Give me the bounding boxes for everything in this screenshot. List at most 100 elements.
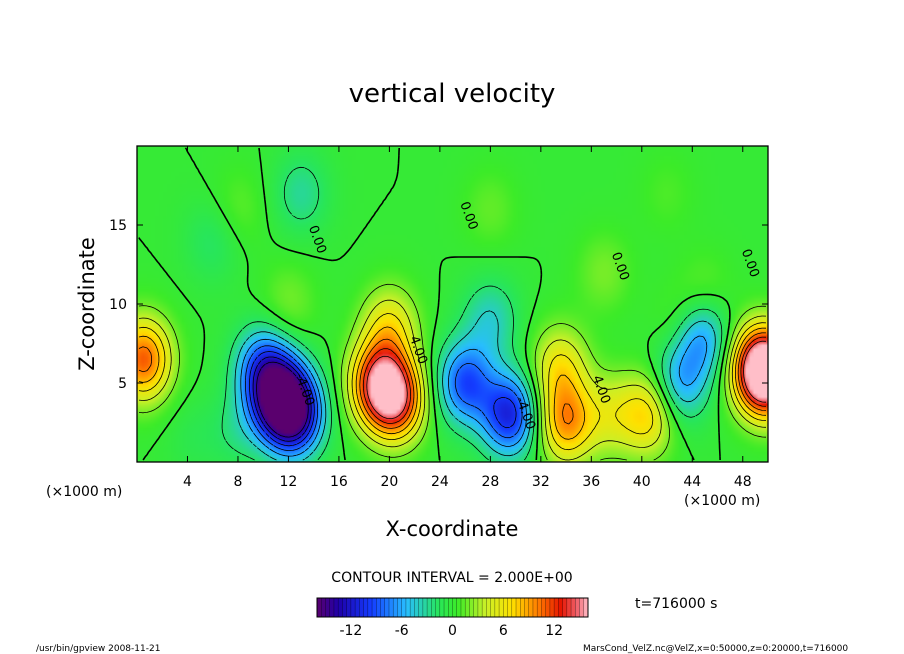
- contour-line: [138, 326, 767, 440]
- contour-line: [138, 299, 767, 461]
- contour-interval-text: CONTOUR INTERVAL = 2.000E+00: [331, 570, 572, 586]
- x-axis-label: X-coordinate: [386, 517, 519, 541]
- colorbar-swatch: [507, 598, 513, 617]
- colorbar-swatch: [397, 598, 403, 617]
- colorbar-swatch: [486, 598, 492, 617]
- colorbar-swatch: [456, 598, 462, 617]
- colorbar-swatch: [520, 598, 525, 617]
- colorbar-swatch: [545, 598, 551, 617]
- colorbar-swatch: [558, 598, 563, 617]
- x-tick-label: 24: [431, 474, 449, 490]
- colorbar-swatch: [482, 598, 487, 617]
- y-tick-label: 15: [109, 218, 127, 234]
- footer-right: MarsCond_VelZ.nc@VelZ,x=0:50000,z=0:2000…: [583, 644, 848, 654]
- colorbar-swatch: [524, 598, 530, 617]
- colorbar-tick-label: -12: [339, 623, 362, 639]
- colorbar-swatch: [431, 598, 436, 617]
- colorbar-swatch: [418, 598, 424, 617]
- colorbar-swatch: [465, 598, 470, 617]
- colorbar-swatch: [503, 598, 508, 617]
- y-tick-label: 10: [109, 297, 127, 313]
- colorbar-swatch: [439, 598, 445, 617]
- colorbar-ticks: -12 -6 0 6 12: [339, 623, 563, 639]
- contour-line: [138, 332, 767, 429]
- colorbar-swatch: [477, 598, 483, 617]
- colorbar-swatch: [410, 598, 415, 617]
- colorbar-swatch: [469, 598, 475, 617]
- colorbar-swatch: [329, 598, 335, 617]
- colorbar-swatch: [448, 598, 453, 617]
- x-tick-label: 48: [734, 474, 752, 490]
- colorbar-swatch: [571, 598, 576, 617]
- contour-line: [138, 313, 767, 451]
- colorbar-tick-label: 6: [499, 623, 508, 639]
- colorbar-swatch: [317, 598, 322, 617]
- colorbar-swatch: [435, 598, 441, 617]
- colorbar-swatch: [333, 598, 339, 617]
- colorbar-swatch: [490, 598, 496, 617]
- colorbar-swatch: [575, 598, 580, 617]
- colorbar-swatch: [583, 598, 589, 617]
- colorbar-swatch: [452, 598, 458, 617]
- colorbar-swatch: [367, 598, 373, 617]
- contour-line: [138, 283, 767, 461]
- plot-area: 0.000.000.00 0.004.004.00-4.00-4.00: [136, 145, 769, 463]
- contour-line: [221, 166, 723, 461]
- colorbar-swatch: [494, 598, 500, 617]
- colorbar-swatch: [541, 598, 547, 617]
- contour-line: [234, 310, 716, 461]
- colorbar-swatch: [338, 598, 343, 617]
- colorbar-swatch: [554, 598, 559, 617]
- colorbar-swatch: [511, 598, 517, 617]
- contour-lines: [138, 147, 767, 461]
- time-label: t=716000 s: [635, 596, 717, 612]
- colorbar-swatch: [405, 598, 411, 617]
- contour-line: [240, 335, 708, 457]
- footer-left: /usr/bin/gpview 2008-11-21: [36, 644, 160, 654]
- contour-line: [249, 351, 517, 447]
- x-unit-right: (×1000 m): [684, 493, 760, 509]
- colorbar-swatch: [566, 598, 572, 617]
- x-tick-label: 20: [380, 474, 398, 490]
- colorbar-swatch: [516, 598, 521, 617]
- x-unit-left: (×1000 m): [46, 484, 122, 500]
- contour-line: [366, 340, 767, 420]
- colorbar-swatch: [388, 598, 394, 617]
- contour-line: [252, 356, 312, 442]
- contour-line: [256, 361, 309, 438]
- colorbar-swatch: [401, 598, 407, 617]
- y-axis: 5 10 15: [109, 218, 768, 392]
- colorbar-swatch: [384, 598, 390, 617]
- x-axis: 4 8 12 16 20 24 28 32 36 40 44 48: [183, 146, 752, 490]
- x-tick-label: 12: [280, 474, 298, 490]
- colorbar-swatch: [562, 598, 568, 617]
- colorbar-swatch: [499, 598, 504, 617]
- x-tick-label: 32: [532, 474, 550, 490]
- colorbar-swatch: [372, 598, 377, 617]
- y-axis-label: Z-coordinate: [75, 237, 99, 371]
- colorbar-swatch: [532, 598, 538, 617]
- x-tick-label: 40: [633, 474, 651, 490]
- contour-line: [138, 147, 731, 461]
- colorbar-swatch: [549, 598, 555, 617]
- colorbar-swatch: [363, 598, 369, 617]
- colorbar-swatch: [414, 598, 420, 617]
- colorbar-swatch: [325, 598, 331, 617]
- heatmap-image: [137, 146, 768, 462]
- contour-line: [362, 336, 767, 424]
- colorbar-swatch: [528, 598, 534, 617]
- colorbar-swatch: [346, 598, 352, 617]
- colorbar-swatch: [393, 598, 398, 617]
- colorbar-swatch: [350, 598, 356, 617]
- contour-line: [245, 345, 523, 451]
- x-tick-label: 36: [582, 474, 600, 490]
- y-tick-label: 5: [118, 376, 127, 392]
- colorbar-swatch: [579, 598, 585, 617]
- colorbar-swatch: [460, 598, 466, 617]
- colorbar-tick-label: 0: [448, 623, 457, 639]
- colorbar-swatch: [444, 598, 449, 617]
- colorbar-swatch: [355, 598, 360, 617]
- colorbar-tick-label: 12: [545, 623, 563, 639]
- colorbar-swatch: [376, 598, 381, 617]
